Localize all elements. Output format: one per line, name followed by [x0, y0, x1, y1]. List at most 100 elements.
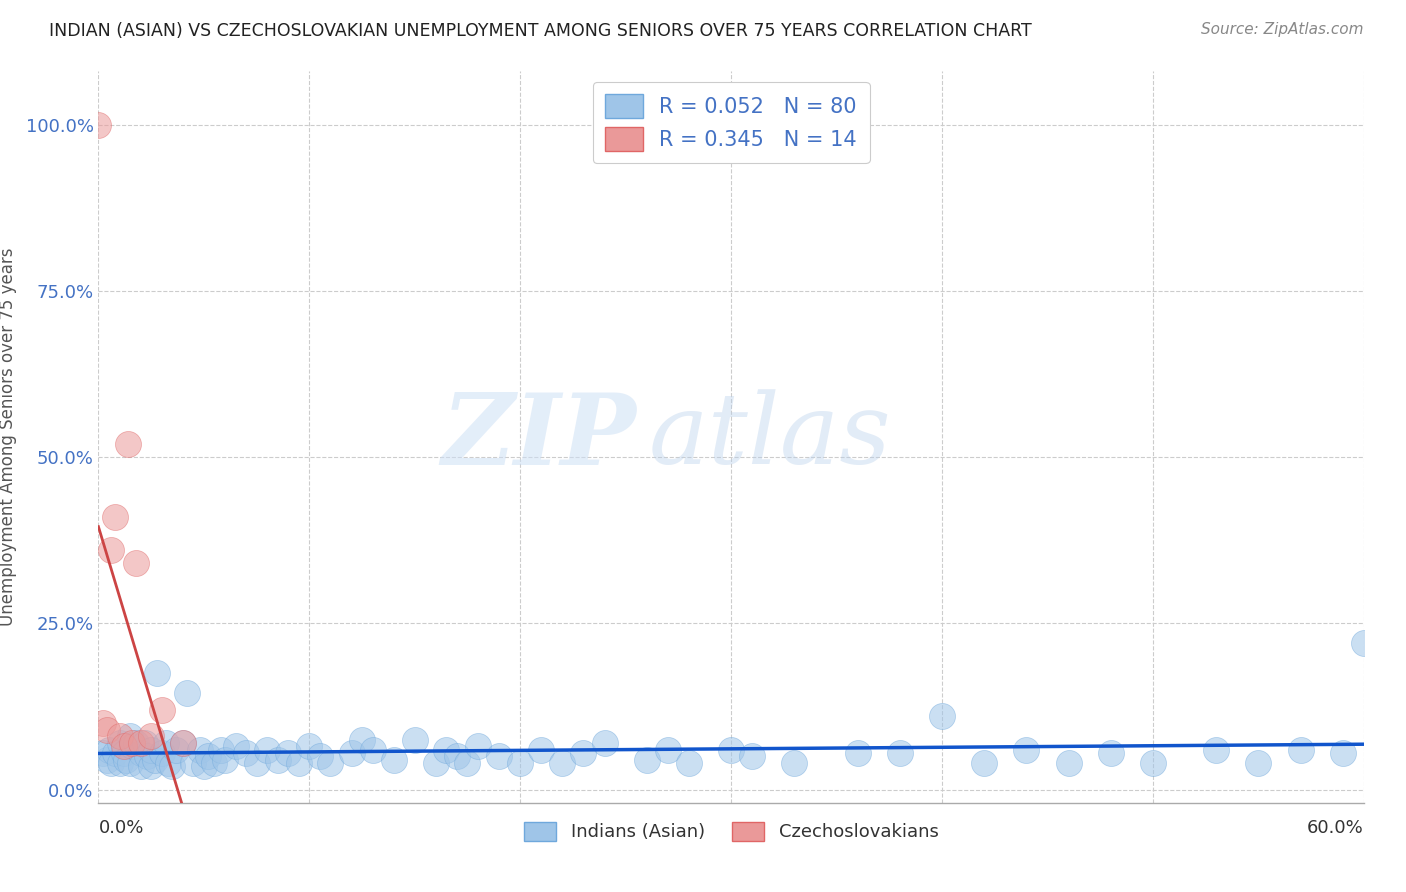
Point — [141, 742, 163, 756]
Point — [121, 739, 143, 754]
Point — [235, 746, 257, 760]
Point — [309, 749, 332, 764]
Point — [1057, 756, 1080, 770]
Point — [98, 742, 121, 756]
Point — [446, 749, 468, 764]
Point — [425, 756, 447, 770]
Point — [129, 736, 152, 750]
Point — [287, 756, 309, 770]
Text: 60.0%: 60.0% — [1308, 820, 1364, 838]
Point — [1353, 636, 1375, 650]
Point — [436, 742, 458, 756]
Point — [112, 746, 135, 760]
Point — [1331, 746, 1354, 760]
Point — [96, 753, 118, 767]
Point — [319, 756, 342, 770]
Point — [889, 746, 911, 760]
Point — [146, 666, 169, 681]
Point — [150, 746, 173, 760]
Point — [104, 746, 127, 760]
Point — [657, 742, 679, 756]
Point — [120, 756, 141, 770]
Point — [277, 746, 299, 760]
Point — [91, 746, 114, 760]
Point — [720, 742, 742, 756]
Point — [129, 759, 152, 773]
Point — [456, 756, 478, 770]
Point — [87, 118, 110, 132]
Point — [1142, 756, 1164, 770]
Point — [112, 739, 135, 754]
Point — [145, 753, 166, 767]
Point — [108, 729, 131, 743]
Point — [150, 703, 173, 717]
Point — [100, 543, 122, 558]
Point — [120, 729, 141, 743]
Point — [117, 436, 139, 450]
Point — [204, 756, 226, 770]
Point — [91, 716, 114, 731]
Point — [382, 753, 405, 767]
Legend: Indians (Asian), Czechoslovakians: Indians (Asian), Czechoslovakians — [516, 814, 946, 848]
Point — [183, 756, 205, 770]
Point — [741, 749, 763, 764]
Point — [172, 736, 194, 750]
Point — [298, 739, 321, 754]
Point — [172, 736, 194, 750]
Point — [125, 557, 148, 571]
Text: 0.0%: 0.0% — [98, 820, 143, 838]
Point — [1205, 742, 1227, 756]
Point — [488, 749, 510, 764]
Point — [96, 723, 118, 737]
Point — [361, 742, 384, 756]
Point — [1289, 742, 1312, 756]
Text: ZIP: ZIP — [441, 389, 636, 485]
Point — [108, 756, 131, 770]
Point — [225, 739, 247, 754]
Point — [256, 742, 278, 756]
Point — [1099, 746, 1122, 760]
Point — [115, 753, 138, 767]
Point — [572, 746, 595, 760]
Point — [141, 759, 163, 773]
Point — [1247, 756, 1270, 770]
Point — [509, 756, 531, 770]
Point — [593, 736, 616, 750]
Point — [352, 732, 374, 747]
Point — [141, 729, 163, 743]
Y-axis label: Unemployment Among Seniors over 75 years: Unemployment Among Seniors over 75 years — [0, 248, 17, 626]
Point — [530, 742, 553, 756]
Point — [166, 742, 188, 756]
Point — [162, 759, 183, 773]
Text: INDIAN (ASIAN) VS CZECHOSLOVAKIAN UNEMPLOYMENT AMONG SENIORS OVER 75 YEARS CORRE: INDIAN (ASIAN) VS CZECHOSLOVAKIAN UNEMPL… — [49, 22, 1032, 40]
Point — [104, 509, 127, 524]
Point — [467, 739, 489, 754]
Point — [197, 749, 219, 764]
Point — [129, 746, 152, 760]
Point — [100, 756, 122, 770]
Point — [214, 753, 236, 767]
Point — [188, 742, 211, 756]
Point — [121, 736, 143, 750]
Point — [176, 686, 198, 700]
Point — [340, 746, 363, 760]
Point — [193, 759, 215, 773]
Point — [134, 736, 156, 750]
Point — [108, 736, 131, 750]
Point — [246, 756, 269, 770]
Point — [551, 756, 574, 770]
Point — [636, 753, 658, 767]
Point — [846, 746, 869, 760]
Text: atlas: atlas — [648, 390, 891, 484]
Point — [155, 736, 177, 750]
Point — [931, 709, 953, 723]
Text: Source: ZipAtlas.com: Source: ZipAtlas.com — [1201, 22, 1364, 37]
Point — [404, 732, 426, 747]
Point — [1015, 742, 1038, 756]
Point — [157, 756, 180, 770]
Point — [783, 756, 806, 770]
Point — [678, 756, 700, 770]
Point — [136, 749, 159, 764]
Point — [125, 736, 148, 750]
Point — [973, 756, 995, 770]
